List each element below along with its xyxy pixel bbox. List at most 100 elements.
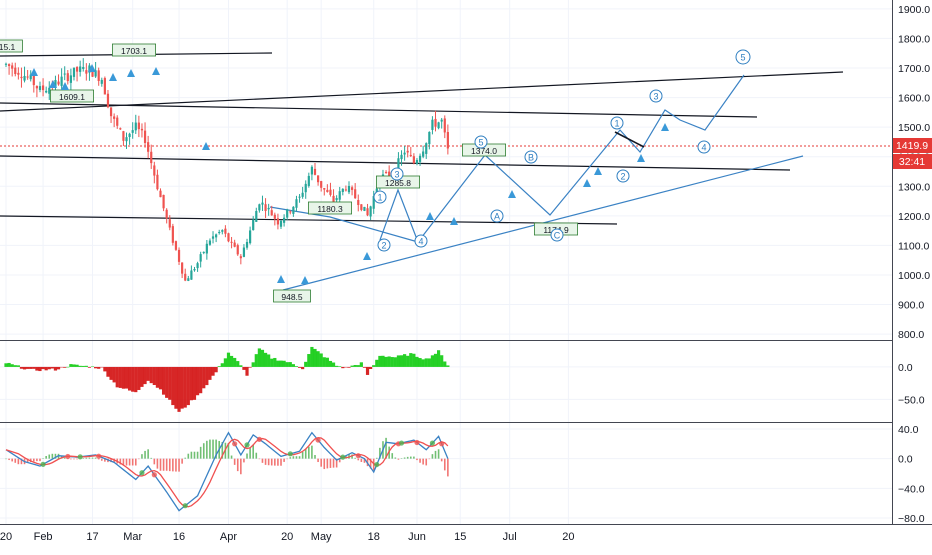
- macd-histogram-bar: [178, 458, 180, 472]
- oscillator-bar: [208, 366, 212, 380]
- wave-label: C: [554, 231, 561, 241]
- macd-histogram-bar: [298, 456, 301, 459]
- wave-label: A: [494, 212, 500, 222]
- candle-body: [372, 196, 375, 209]
- oscillator-bar: [396, 355, 401, 367]
- macd-histogram-bar: [165, 458, 168, 471]
- crossover-dot: [139, 470, 145, 476]
- oscillator-bar: [365, 366, 370, 375]
- candle-body: [310, 166, 314, 175]
- candle-body: [103, 78, 106, 95]
- oscillator-bar: [279, 360, 283, 367]
- oscillator-bar: [257, 348, 261, 367]
- oscillator-bar: [446, 365, 450, 367]
- macd-histogram-bar: [51, 453, 54, 459]
- candle-body: [388, 171, 391, 177]
- macd-histogram-bar: [419, 458, 421, 463]
- macd-histogram-bar: [428, 458, 431, 460]
- macd-histogram-bar: [369, 458, 372, 469]
- y-tick-label: 800.0: [898, 329, 924, 341]
- candle-body: [400, 154, 403, 160]
- macd-histogram-bar: [391, 453, 394, 459]
- candle-body: [357, 199, 360, 206]
- candlestick-series: [4, 58, 449, 282]
- crossover-dot: [256, 436, 262, 442]
- candle-body: [406, 150, 409, 153]
- oscillator-bar: [161, 366, 166, 395]
- macd-histogram-bar: [292, 456, 295, 459]
- y-tick-label: 0.0: [898, 454, 913, 466]
- macd-histogram-bar: [289, 457, 292, 459]
- candle-body: [156, 174, 159, 190]
- candle-body: [26, 76, 29, 78]
- price-axis[interactable]: 1900.01800.01700.01600.01500.01400.01300…: [898, 4, 930, 341]
- wave-label-circle: [490, 209, 504, 223]
- macd-histogram-bar: [159, 458, 162, 471]
- crossover-dot: [340, 454, 346, 460]
- candle-body: [224, 228, 227, 234]
- oscillator-bar: [100, 366, 104, 368]
- macd-histogram-bar: [443, 458, 446, 471]
- oscillator-bar: [331, 362, 336, 367]
- candle-body: [187, 278, 190, 281]
- candle-body: [7, 64, 11, 67]
- oscillator-bar: [248, 366, 252, 368]
- macd-histogram-bar: [243, 458, 245, 463]
- oscillator-bar: [69, 364, 73, 367]
- oscillator-bar: [121, 366, 126, 389]
- wave-label-circle: [649, 89, 663, 103]
- oscillator-bar: [214, 366, 218, 373]
- candle-body: [323, 188, 326, 190]
- candle-body: [177, 249, 181, 262]
- oscillator-bar: [13, 365, 17, 367]
- crossover-dot: [414, 439, 420, 446]
- oscillator-bar: [310, 346, 314, 367]
- oscillator-bar: [165, 366, 169, 398]
- oscillator-bar: [433, 353, 438, 367]
- oscillator-bar: [229, 355, 234, 367]
- candle-body: [208, 240, 212, 245]
- candle-body: [17, 72, 20, 75]
- oscillator-bar: [149, 366, 153, 384]
- signal-arrow-icon: [363, 252, 371, 260]
- x-tick-label: Apr: [220, 531, 237, 543]
- macd-histogram-bar: [286, 458, 288, 460]
- trend-line: [0, 215, 618, 225]
- macd-histogram-bar: [326, 458, 329, 469]
- candle-body: [428, 131, 431, 145]
- macd-histogram-bar: [335, 458, 338, 468]
- candle-body: [205, 243, 208, 254]
- oscillator-bar: [75, 364, 79, 367]
- trend-line: [0, 102, 758, 118]
- signal-arrow-icon: [127, 69, 135, 77]
- candle-body: [338, 191, 341, 200]
- crossover-dot: [96, 453, 102, 459]
- oscillator-bar: [118, 366, 122, 388]
- y-tick-label: 1100.0: [898, 240, 929, 252]
- macd-histogram-bar: [236, 458, 239, 472]
- oscillator-bar: [356, 365, 360, 367]
- macd-histogram-bar: [431, 454, 434, 459]
- macd-histogram-bar: [376, 457, 378, 459]
- macd-histogram-bar: [190, 451, 193, 459]
- candle-body: [369, 206, 372, 217]
- oscillator-bar: [53, 366, 58, 371]
- macd-histogram-bar: [128, 458, 131, 466]
- oscillator-bar: [32, 366, 36, 369]
- oscillator-bar: [171, 366, 175, 406]
- oscillator-bar: [41, 366, 45, 370]
- y-tick-label: −80.0: [898, 513, 925, 525]
- macd-histogram-bar: [119, 458, 122, 465]
- time-axis[interactable]: 20 Feb 17 Mar 16 Apr 20 May 18 Jun 15 Jul 20: [0, 531, 575, 543]
- wave-label-circle: [524, 150, 538, 164]
- oscillator-bar: [390, 357, 394, 367]
- macd-histogram-bar: [199, 446, 202, 459]
- price-label: 1180.3: [317, 204, 343, 214]
- oscillator-bar: [267, 354, 271, 367]
- oscillator-bar: [7, 362, 11, 367]
- candle-body: [316, 175, 320, 183]
- macd-histogram-bar: [280, 458, 282, 466]
- candle-body: [85, 70, 88, 74]
- candle-body: [335, 198, 338, 201]
- wave-label: 1: [614, 119, 619, 129]
